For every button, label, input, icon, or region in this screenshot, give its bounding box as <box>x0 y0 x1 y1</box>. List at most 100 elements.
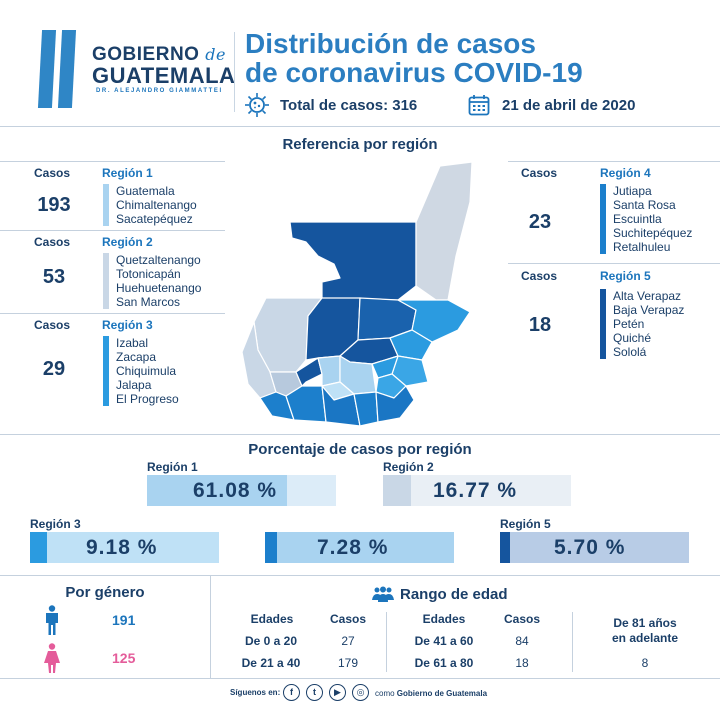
percent-bar-fill <box>265 532 277 563</box>
age-left-col-edades: Edades <box>250 612 294 626</box>
percent-bar-region-2: 16.77 % <box>383 475 571 506</box>
region-2-casos-label: Casos <box>34 235 71 249</box>
region-2-color-key <box>103 253 109 309</box>
region-5-departments: Alta Verapaz Baja Verapaz Petén Quiché S… <box>613 289 685 359</box>
map-zacapa <box>389 329 433 361</box>
percent-region-3-label: Región 3 <box>30 517 81 531</box>
region-3-departments: Izabal Zacapa Chiquimula Jalapa El Progr… <box>116 336 179 406</box>
region-4-casos-label: Casos <box>521 166 558 180</box>
page-title: Distribución de casos de coronavirus COV… <box>245 28 583 88</box>
region-2-count: 53 <box>42 266 66 288</box>
age-left-col-casos: Casos <box>329 612 367 626</box>
virus-icon <box>245 93 269 117</box>
report-date: 21 de abril de 2020 <box>502 97 636 114</box>
age-senior-cases: 8 <box>641 656 649 670</box>
total-cases: Total de casos: 316 <box>280 97 418 114</box>
age-range: De 0 a 20 <box>244 634 298 648</box>
percent-region-5-value: 5.70 % <box>554 536 626 559</box>
map-peten <box>289 221 417 301</box>
logo-line-3: DR. ALEJANDRO GIAMMATTEI <box>96 88 223 94</box>
region-5-name: Región 5 <box>600 269 651 283</box>
percent-bar-fill <box>147 475 287 506</box>
age-range: De 21 a 40 <box>241 656 301 670</box>
region-5-casos-label: Casos <box>521 269 558 283</box>
people-group-icon <box>372 586 394 602</box>
gender-title: Por género <box>65 584 145 601</box>
percent-region-4-value: 7.28 % <box>317 536 389 559</box>
region-1-count: 193 <box>37 194 71 216</box>
percent-section-title: Porcentaje de casos por región <box>248 441 472 458</box>
region-5-color-key <box>600 289 606 359</box>
region-separator <box>508 263 720 264</box>
map-chimaltenango <box>317 355 341 387</box>
male-icon <box>46 605 58 635</box>
percent-region-2-value: 16.77 % <box>433 479 518 502</box>
percent-bar-region-1: 61.08 % <box>147 475 336 506</box>
region-3-name: Región 3 <box>102 318 153 332</box>
twitter-icon[interactable]: t <box>306 684 323 701</box>
social-handle: como Gobierno de Guatemala <box>375 689 488 698</box>
percent-bar-fill <box>500 532 510 563</box>
age-range: De 41 a 60 <box>414 634 474 648</box>
age-cases: 179 <box>337 656 359 670</box>
map-belize <box>415 161 473 301</box>
percent-region-1-value: 61.08 % <box>193 479 278 502</box>
region-separator <box>0 161 225 162</box>
percent-region-1-label: Región 1 <box>147 460 198 474</box>
region-4-name: Región 4 <box>600 166 651 180</box>
age-right-col-casos: Casos <box>503 612 541 626</box>
guatemala-region-map <box>241 161 473 427</box>
age-cases: 27 <box>341 634 355 648</box>
percent-bar-fill <box>30 532 47 563</box>
region-1-casos-label: Casos <box>34 166 71 180</box>
percent-bar-region-3: 9.18 % <box>30 532 219 563</box>
region-1-departments: Guatemala Chimaltenango Sacatepéquez <box>116 184 197 226</box>
age-senior-label: De 81 años en adelante <box>611 616 679 645</box>
female-count: 125 <box>112 650 136 666</box>
percent-bar-region-5: 5.70 % <box>500 532 689 563</box>
region-separator <box>0 230 225 231</box>
follow-label: Síguenos en: <box>230 688 281 697</box>
youtube-icon[interactable]: ▶ <box>329 684 346 701</box>
region-separator <box>508 161 720 162</box>
female-icon <box>44 643 60 673</box>
region-3-color-key <box>103 336 109 406</box>
facebook-icon[interactable]: f <box>283 684 300 701</box>
instagram-icon[interactable]: ◎ <box>352 684 369 701</box>
age-range: De 61 a 80 <box>414 656 474 670</box>
age-cases: 84 <box>515 634 529 648</box>
map-jutiapa <box>375 385 415 423</box>
age-column-divider <box>572 612 573 672</box>
logo-line-1: GOBIERNO de <box>92 44 226 65</box>
age-title: Rango de edad <box>400 586 508 603</box>
percent-region-3-value: 9.18 % <box>86 536 158 559</box>
map-section-title: Referencia por región <box>282 136 438 153</box>
logo-line-2: GUATEMALA <box>92 63 236 88</box>
region-3-count: 29 <box>42 358 66 380</box>
percent-bar-fill <box>383 475 411 506</box>
percent-section-rule <box>0 575 720 576</box>
header-rule <box>0 126 720 127</box>
region-2-name: Región 2 <box>102 235 153 249</box>
map-section-rule <box>0 434 720 435</box>
map-solola <box>295 357 323 387</box>
calendar-icon <box>468 95 490 116</box>
age-cases: 18 <box>515 656 529 670</box>
age-column-divider <box>386 612 387 672</box>
percent-region-5-label: Región 5 <box>500 517 551 531</box>
gender-age-divider <box>210 576 211 678</box>
age-right-col-edades: Edades <box>422 612 466 626</box>
region-4-count: 23 <box>528 211 552 233</box>
percent-bar-region-4: 7.28 % <box>265 532 454 563</box>
percent-region-2-label: Región 2 <box>383 460 434 474</box>
region-separator <box>0 313 225 314</box>
region-1-color-key <box>103 184 109 226</box>
region-2-departments: Quetzaltenango Totonicapán Huehuetenango… <box>116 253 202 309</box>
header-divider <box>234 32 235 112</box>
region-5-count: 18 <box>528 314 552 336</box>
region-3-casos-label: Casos <box>34 318 71 332</box>
male-count: 191 <box>112 612 136 628</box>
map-izabal <box>397 299 471 343</box>
region-4-color-key <box>600 184 606 254</box>
footer-rule <box>0 678 720 679</box>
